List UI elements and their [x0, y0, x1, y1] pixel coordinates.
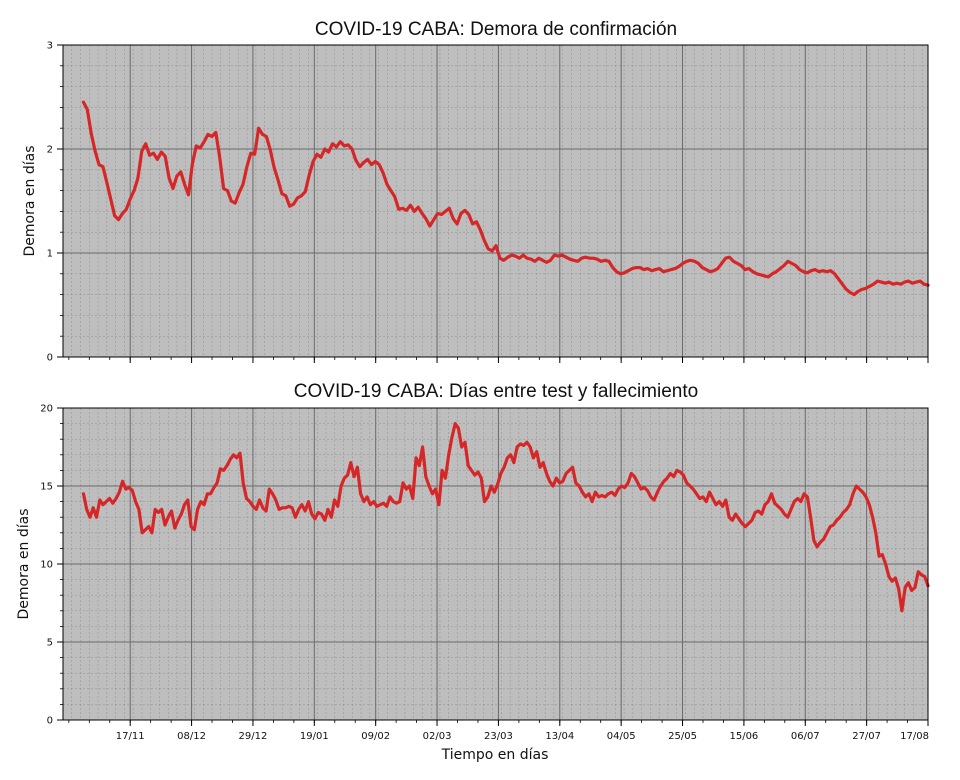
x-tick-label: 19/01 [300, 731, 329, 742]
confirmation-delay-chart: COVID-19 CABA: Demora de confirmación 0 1… [22, 19, 930, 364]
x-tick-label: 27/07 [852, 731, 881, 742]
x-tick-label: 06/07 [791, 731, 820, 742]
series-line [81, 100, 930, 297]
y-tick-label: 2 [47, 145, 53, 156]
x-tick-label: 29/12 [239, 731, 268, 742]
test-to-death-chart: COVID-19 CABA: Días entre test y falleci… [16, 381, 930, 763]
x-axis-label: Tiempo en días [441, 747, 549, 763]
chart-title: COVID-19 CABA: Días entre test y falleci… [294, 381, 698, 402]
x-tick-label: 25/05 [668, 731, 697, 742]
y-axis-label: Demora en días [22, 146, 38, 257]
series-line [81, 422, 930, 613]
y-tick-label: 0 [47, 353, 53, 364]
x-tick-label: 04/05 [607, 731, 636, 742]
y-tick-label: 5 [47, 638, 53, 649]
y-axis-ticks: 0 5 10 15 20 [40, 404, 63, 727]
x-axis-ticks: 17/11 08/12 29/12 19/01 09/02 02/03 23/03 13/04… [68, 720, 929, 742]
chart-title: COVID-19 CABA: Demora de confirmación [315, 19, 677, 40]
x-tick-label: 08/12 [177, 731, 206, 742]
y-tick-label: 10 [40, 560, 53, 571]
plot-frame [62, 407, 929, 721]
y-tick-label: 0 [47, 716, 53, 727]
y-tick-label: 15 [40, 482, 53, 493]
y-axis-ticks: 0 1 2 3 [47, 41, 63, 364]
y-tick-label: 20 [40, 404, 53, 415]
y-tick-label: 1 [47, 249, 53, 260]
y-axis-label: Demora en días [16, 509, 32, 620]
x-tick-label: 13/04 [545, 731, 574, 742]
plot-area [62, 44, 929, 358]
x-axis-ticks [68, 357, 929, 363]
plot-frame [62, 44, 929, 358]
x-tick-label: 15/06 [729, 731, 758, 742]
y-tick-label: 3 [47, 41, 53, 52]
x-tick-label: 23/03 [484, 731, 513, 742]
x-tick-label: 17/11 [116, 731, 145, 742]
x-tick-label: 17/08 [900, 731, 929, 742]
x-tick-label: 02/03 [423, 731, 452, 742]
x-tick-label: 09/02 [361, 731, 390, 742]
